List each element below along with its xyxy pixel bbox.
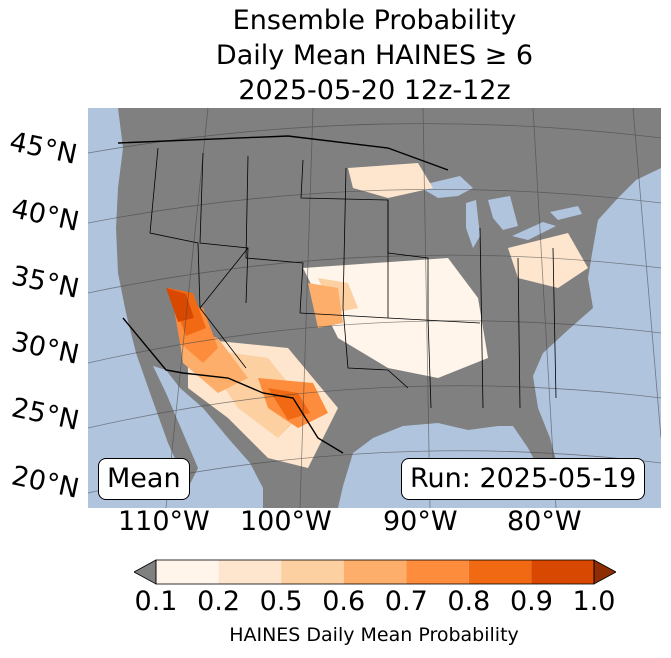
great-lakes — [418, 176, 582, 248]
colorbar-tick-label: 0.2 — [197, 586, 241, 617]
colorbar-cell — [156, 560, 219, 584]
lat-label-20: 20°N — [8, 460, 82, 505]
colorbar-cell — [531, 560, 594, 584]
lon-label-100: 100°W — [240, 506, 332, 537]
colorbar-frame — [155, 559, 595, 585]
title-line-1: Ensemble Probability — [232, 5, 517, 36]
title-line-2: Daily Mean HAINES ≥ 6 — [215, 40, 534, 71]
colorbar-under-triangle — [134, 559, 157, 585]
colorbar-tick-label: 0.8 — [447, 586, 491, 617]
colorbar-tick-label: 0.5 — [259, 586, 303, 617]
colorbar-tick-label: 0.1 — [134, 586, 178, 617]
lon-label-110: 110°W — [118, 506, 210, 537]
lon-label-90: 90°W — [383, 506, 458, 537]
title-line-3: 2025-05-20 12z-12z — [238, 75, 511, 106]
colorbar-tick-label: 1.0 — [572, 586, 616, 617]
lat-label-30: 30°N — [8, 326, 82, 371]
colorbar-tick-label: 0.7 — [384, 586, 428, 617]
lon-label-80: 80°W — [507, 506, 582, 537]
probability-map — [88, 108, 661, 508]
colorbar-label: HAINES Daily Mean Probability — [229, 624, 519, 646]
lat-label-45: 45°N — [6, 126, 80, 171]
lat-label-40: 40°N — [8, 193, 82, 238]
colorbar-cell — [468, 560, 532, 584]
colorbar-over-triangle — [593, 559, 616, 585]
colorbar-cell — [343, 560, 407, 584]
stat-label-box: Mean — [98, 458, 190, 500]
probability-shading — [166, 163, 588, 468]
lat-label-35: 35°N — [8, 260, 82, 305]
colorbar — [134, 559, 616, 585]
run-date-box: Run: 2025-05-19 — [401, 458, 646, 500]
colorbar-cell — [281, 560, 344, 584]
national-border — [117, 135, 449, 454]
colorbar-tick-label: 0.6 — [322, 586, 366, 617]
colorbar-cell — [406, 560, 469, 584]
colorbar-tick-label: 0.9 — [509, 586, 553, 617]
state-borders — [149, 147, 557, 409]
colorbar-cell — [218, 560, 282, 584]
lat-label-25: 25°N — [8, 392, 82, 437]
